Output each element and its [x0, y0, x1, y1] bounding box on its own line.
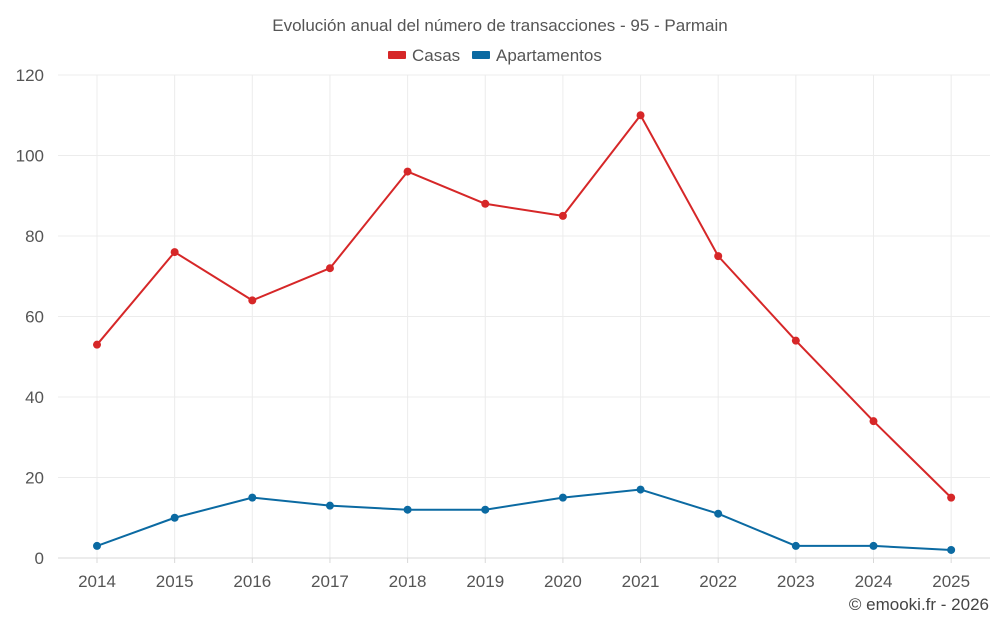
data-point-casas[interactable]: [170, 248, 179, 257]
series-casas: [93, 111, 956, 502]
legend-item-apartamentos[interactable]: Apartamentos: [472, 46, 602, 65]
x-tick-label: 2019: [466, 572, 504, 591]
y-tick-label: 100: [16, 147, 44, 166]
data-point-casas[interactable]: [869, 417, 878, 426]
series-line-casas: [96, 114, 953, 499]
x-tick-label: 2018: [389, 572, 427, 591]
y-tick-label: 80: [25, 227, 44, 246]
data-point-apartamentos[interactable]: [248, 493, 257, 502]
x-tick-label: 2025: [932, 572, 970, 591]
x-tick-label: 2020: [544, 572, 582, 591]
data-point-casas[interactable]: [93, 340, 101, 349]
legend-item-casas[interactable]: Casas: [388, 46, 460, 65]
legend-swatch-casas: [388, 51, 406, 59]
x-tick-label: 2016: [233, 572, 271, 591]
data-point-apartamentos[interactable]: [481, 505, 490, 514]
data-point-apartamentos[interactable]: [403, 505, 412, 514]
data-point-casas[interactable]: [481, 199, 490, 208]
legend-label-casas: Casas: [412, 46, 460, 65]
data-point-casas[interactable]: [325, 264, 334, 273]
credit-text: © emooki.fr - 2026: [849, 595, 989, 614]
y-tick-label: 60: [25, 308, 44, 327]
data-point-casas[interactable]: [947, 493, 956, 502]
grid: [58, 74, 990, 558]
chart-legend: Casas Apartamentos: [388, 46, 602, 65]
data-point-apartamentos[interactable]: [93, 541, 101, 550]
data-point-apartamentos[interactable]: [714, 509, 723, 518]
legend-swatch-apartamentos: [472, 51, 490, 59]
data-point-casas[interactable]: [558, 211, 567, 220]
data-point-apartamentos[interactable]: [947, 545, 956, 554]
y-tick-label: 20: [25, 469, 44, 488]
data-point-apartamentos[interactable]: [558, 493, 567, 502]
data-point-casas[interactable]: [248, 296, 257, 305]
data-point-apartamentos[interactable]: [791, 541, 800, 550]
x-tick-label: 2023: [777, 572, 815, 591]
y-tick-label: 0: [35, 549, 44, 568]
x-tick-label: 2017: [311, 572, 349, 591]
data-point-casas[interactable]: [403, 167, 412, 176]
x-tick-label: 2024: [855, 572, 893, 591]
series-layer: [93, 111, 956, 554]
x-tick-label: 2021: [622, 572, 660, 591]
y-tick-label: 40: [25, 388, 44, 407]
data-point-apartamentos[interactable]: [869, 541, 878, 550]
data-point-apartamentos[interactable]: [170, 513, 179, 522]
data-point-casas[interactable]: [791, 336, 800, 345]
series-apartamentos: [93, 485, 956, 554]
x-tick-label: 2015: [156, 572, 194, 591]
data-point-casas[interactable]: [636, 111, 645, 120]
series-line-apartamentos: [96, 488, 953, 551]
x-tick-label: 2022: [699, 572, 737, 591]
chart-title: Evolución anual del número de transaccio…: [272, 16, 727, 35]
data-point-apartamentos[interactable]: [325, 501, 334, 510]
y-tick-label: 120: [16, 66, 44, 85]
y-axis: 0 20 40 60 80 100 120: [16, 66, 44, 568]
x-tick-label: 2014: [78, 572, 116, 591]
legend-label-apartamentos: Apartamentos: [496, 46, 602, 65]
data-point-casas[interactable]: [714, 252, 723, 261]
data-point-apartamentos[interactable]: [636, 485, 645, 494]
x-axis: 2014 2015 2016 2017 2018 2019 2020 2021 2022 2023…: [58, 557, 990, 591]
